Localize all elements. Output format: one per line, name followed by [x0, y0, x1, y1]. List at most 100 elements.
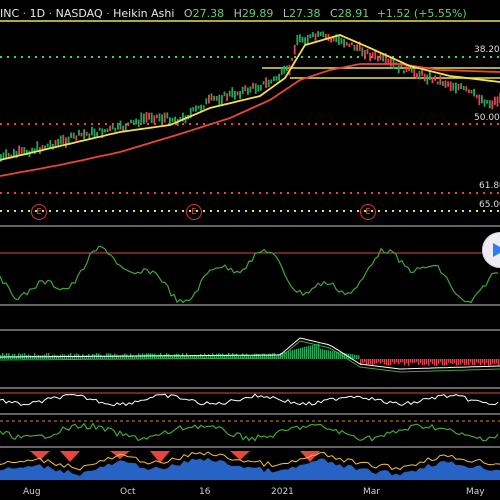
- macd-histogram-bar: [372, 359, 374, 366]
- macd-histogram-bar: [464, 359, 466, 366]
- macd-histogram-bar: [388, 359, 390, 366]
- price-candle: [338, 35, 340, 45]
- macd-histogram-bar: [162, 356, 164, 359]
- macd-histogram-bar: [112, 354, 114, 359]
- price-candle: [275, 76, 278, 81]
- price-candle: [192, 107, 195, 112]
- macd-histogram-bar: [296, 349, 298, 359]
- price-candle: [244, 85, 247, 92]
- price-candle: [249, 86, 252, 93]
- macd-histogram-bar: [198, 355, 200, 359]
- macd-histogram-bar: [444, 359, 446, 366]
- oscillator-line: [0, 245, 498, 304]
- macd-histogram-bar: [8, 353, 10, 359]
- macd-histogram-bar: [224, 355, 226, 359]
- earnings-badge[interactable]: E: [186, 204, 202, 220]
- price-candle: [278, 73, 280, 81]
- price-candle: [280, 68, 283, 75]
- price-candle: [374, 50, 377, 60]
- macd-histogram-bar: [338, 352, 340, 359]
- macd-histogram-bar: [456, 359, 458, 366]
- macd-histogram-bar: [476, 359, 478, 363]
- price-candle: [252, 82, 254, 89]
- price-candle: [197, 105, 200, 109]
- signal-line: [0, 340, 500, 373]
- price-candle: [382, 54, 384, 62]
- price-candle: [366, 48, 369, 55]
- macd-histogram-bar: [122, 354, 124, 359]
- price-candle: [270, 79, 273, 84]
- price-candle: [161, 114, 163, 124]
- price-candle: [416, 73, 418, 79]
- price-candle: [486, 100, 488, 104]
- earnings-badge[interactable]: E: [31, 204, 47, 220]
- chart-style[interactable]: Heikin Ashi: [113, 7, 175, 20]
- price-candle: [301, 36, 304, 43]
- price-candle: [293, 44, 296, 55]
- macd-histogram-bar: [312, 345, 314, 359]
- macd-histogram-bar: [284, 352, 286, 359]
- macd-histogram-bar: [396, 359, 398, 363]
- macd-histogram-bar: [262, 353, 264, 359]
- price-candle: [387, 58, 390, 64]
- price-candle: [390, 57, 392, 67]
- price-candle: [460, 83, 462, 89]
- price-candle: [400, 63, 403, 68]
- macd-histogram-bar: [90, 355, 92, 359]
- price-candle: [291, 57, 293, 61]
- macd-histogram-bar: [466, 359, 468, 365]
- price-candle: [205, 98, 208, 105]
- macd-histogram-bar: [344, 353, 346, 359]
- price-candle: [98, 127, 101, 131]
- price-candle: [283, 65, 286, 74]
- price-candle: [236, 91, 239, 96]
- macd-histogram-bar: [434, 359, 436, 366]
- moving-average-slow: [0, 63, 500, 177]
- price-candle: [254, 83, 257, 94]
- macd-histogram-bar: [492, 359, 494, 364]
- price-candle: [57, 138, 59, 146]
- macd-histogram-bar: [406, 359, 408, 363]
- macd-histogram-bar: [392, 359, 394, 363]
- price-candle: [104, 129, 106, 133]
- price-candle: [348, 43, 351, 47]
- low-value: 27.38: [289, 7, 321, 20]
- macd-histogram-bar: [268, 353, 270, 359]
- price-candle: [426, 74, 429, 85]
- price-candle: [247, 87, 249, 95]
- macd-histogram-bar: [134, 355, 136, 359]
- price-candle: [85, 131, 88, 136]
- macd-histogram-bar: [278, 353, 280, 359]
- price-candle: [325, 33, 327, 40]
- macd-histogram-bar: [270, 353, 272, 359]
- price-candle: [410, 65, 413, 73]
- fib-label-50: 50.00: [474, 113, 500, 123]
- price-candle: [200, 104, 202, 112]
- macd-histogram-bar: [354, 354, 356, 359]
- price-candle: [213, 95, 215, 101]
- macd-histogram-bar: [72, 355, 74, 359]
- price-candle: [340, 37, 343, 45]
- macd-histogram-bar: [248, 355, 250, 359]
- price-candle: [345, 41, 348, 46]
- price-candle: [106, 128, 109, 132]
- price-candle: [351, 42, 353, 46]
- low-label: L: [282, 7, 290, 20]
- price-candle: [447, 81, 449, 87]
- symbol[interactable]: INC: [0, 7, 20, 20]
- price-candle: [88, 133, 91, 139]
- earnings-badge[interactable]: E: [360, 204, 376, 220]
- macd-histogram-bar: [472, 359, 474, 366]
- red-area: [60, 451, 80, 462]
- price-candle: [434, 75, 436, 81]
- macd-histogram-bar: [316, 344, 318, 359]
- macd-histogram-bar: [350, 354, 352, 359]
- moving-average-fast: [0, 34, 500, 161]
- price-candle: [184, 115, 187, 124]
- macd-histogram-bar: [364, 359, 366, 363]
- price-candle: [332, 36, 335, 42]
- macd-histogram-bar: [286, 351, 288, 359]
- macd-histogram-bar: [242, 353, 244, 359]
- interval[interactable]: 1D: [29, 7, 46, 20]
